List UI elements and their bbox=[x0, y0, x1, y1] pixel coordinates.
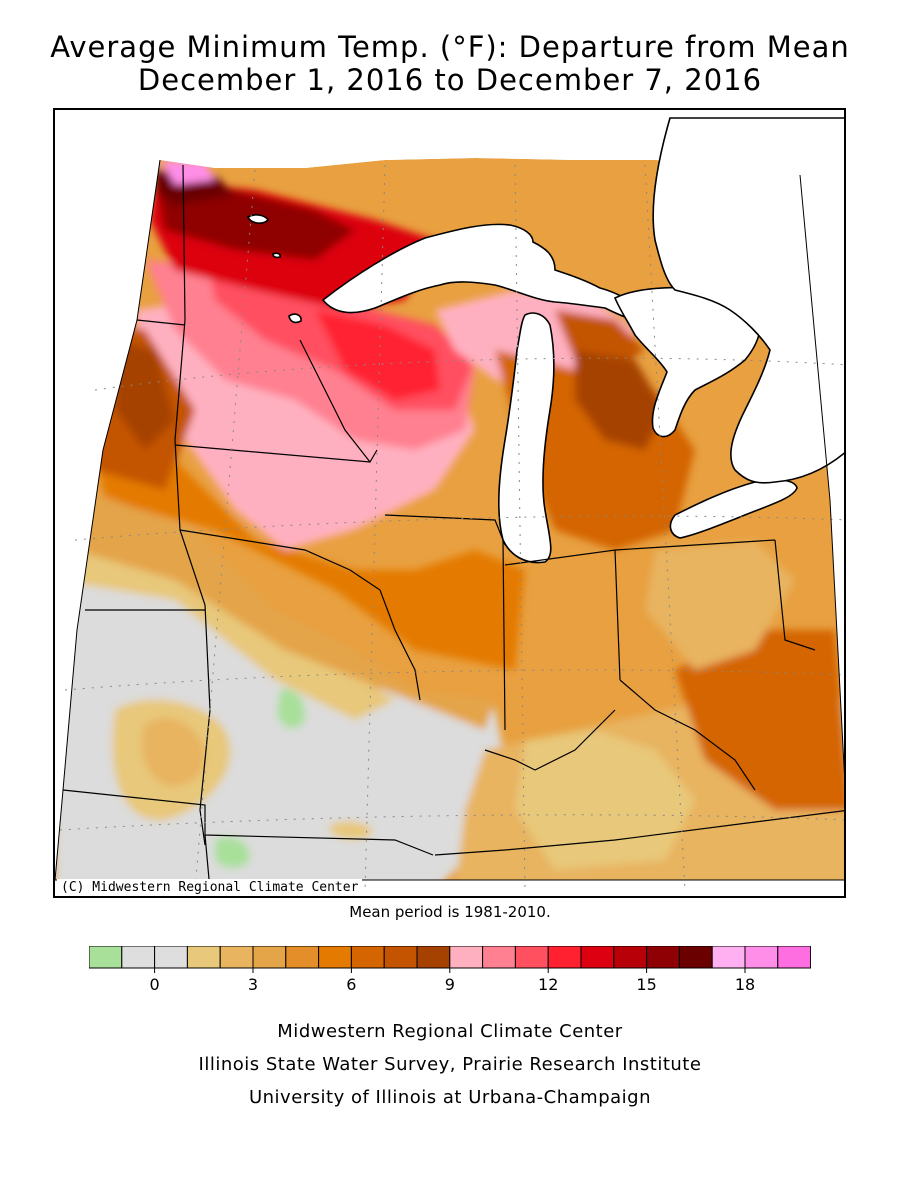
legend-swatch bbox=[646, 946, 680, 969]
legend-swatch bbox=[613, 946, 648, 969]
legend-tick-label: 15 bbox=[636, 975, 656, 994]
canada-mask bbox=[55, 118, 655, 168]
legend-swatch bbox=[547, 946, 582, 969]
footer-org-line: Midwestern Regional Climate Center bbox=[277, 1021, 623, 1042]
legend-swatch bbox=[121, 946, 156, 969]
domain-outline bbox=[55, 159, 844, 881]
legend-swatch bbox=[482, 946, 516, 969]
legend-swatch bbox=[449, 946, 484, 969]
graticule bbox=[59, 164, 844, 891]
legend-swatch bbox=[350, 946, 385, 969]
footer-university-line: University of Illinois at Urbana-Champai… bbox=[248, 1087, 652, 1108]
legend-tick-label: 9 bbox=[445, 975, 455, 994]
legend-swatch bbox=[186, 946, 221, 969]
legend-swatch bbox=[383, 946, 418, 969]
legend-swatch bbox=[285, 946, 320, 969]
footer-survey-line: Illinois State Water Survey, Prairie Res… bbox=[198, 1054, 702, 1075]
legend-swatch bbox=[219, 946, 254, 969]
legend-swatch bbox=[744, 946, 779, 969]
legend-swatch bbox=[514, 946, 549, 969]
legend-swatch bbox=[318, 946, 352, 969]
legend-swatch bbox=[89, 946, 123, 969]
map-title-line-1: Average Minimum Temp. (°F): Departure fr… bbox=[50, 30, 850, 64]
legend-tick-label: 3 bbox=[248, 975, 258, 994]
legend-swatch bbox=[154, 946, 188, 969]
great-lakes bbox=[246, 117, 844, 564]
legend-swatch bbox=[580, 946, 615, 969]
color-legend: 0 3 6 9 12 15 18 bbox=[89, 946, 811, 994]
anomaly-map bbox=[55, 117, 844, 891]
legend-tick-label: 0 bbox=[150, 975, 160, 994]
legend-swatch bbox=[252, 946, 287, 969]
legend-swatch bbox=[416, 946, 451, 969]
copyright-label: (C) Midwestern Regional Climate Center bbox=[57, 879, 363, 896]
legend-tick-label: 6 bbox=[346, 975, 356, 994]
legend-swatch bbox=[678, 946, 713, 969]
map-title-line-2: December 1, 2016 to December 7, 2016 bbox=[137, 63, 763, 97]
mean-period-note: Mean period is 1981-2010. bbox=[349, 903, 551, 921]
legend-swatch bbox=[711, 946, 746, 969]
legend-tick-label: 18 bbox=[735, 975, 755, 994]
state-borders bbox=[62, 164, 844, 891]
legend-swatch bbox=[777, 946, 811, 969]
legend-tick-label: 12 bbox=[538, 975, 558, 994]
map-panel bbox=[53, 108, 846, 898]
